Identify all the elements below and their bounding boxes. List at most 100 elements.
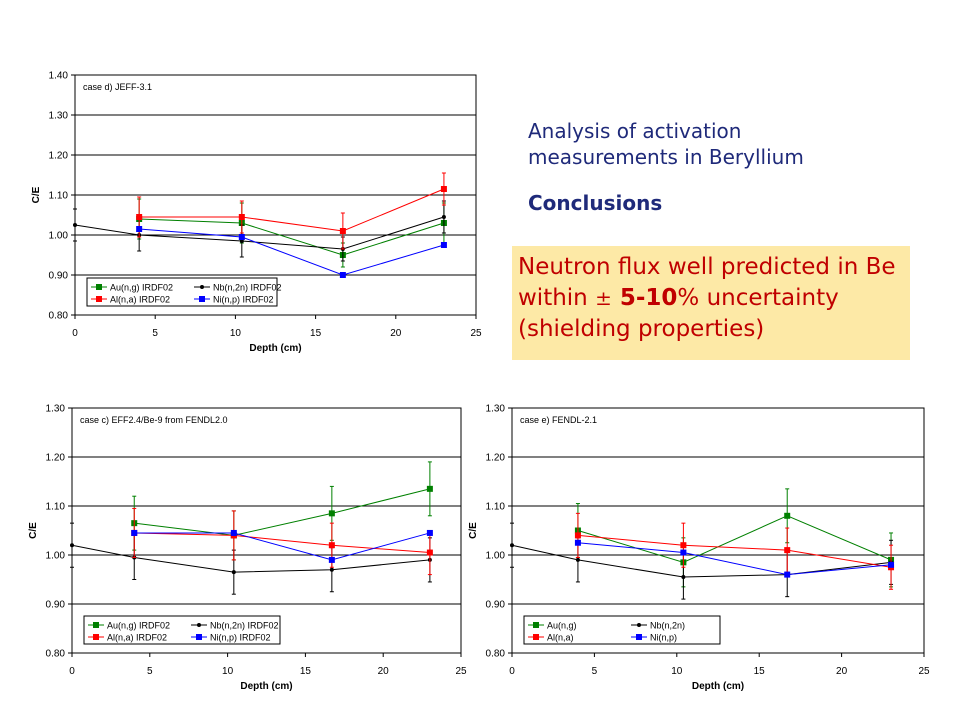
x-tick-label: 15 (300, 666, 312, 677)
legend-label: Al(n,a) IRDF02 (110, 295, 170, 305)
conclusion-line1: Neutron flux well predicted in Be (518, 254, 896, 280)
x-tick-label: 0 (509, 666, 515, 677)
data-point (426, 485, 433, 492)
y-tick-label: 1.20 (486, 453, 506, 464)
data-point (136, 214, 143, 220)
series-line (139, 188, 445, 232)
data-point (441, 215, 446, 219)
legend: Au(n,g) Nb(n,2n) Al(n,a) Ni(n,p) (523, 615, 721, 645)
x-tick-label: 5 (592, 666, 598, 677)
series-line (577, 542, 892, 576)
series-line (134, 488, 431, 536)
y-tick-label: 1.10 (486, 502, 506, 513)
legend-marker (93, 634, 99, 640)
x-tick-label: 20 (390, 328, 402, 339)
legend-label: Au(n,g) IRDF02 (107, 621, 170, 631)
legend-marker (200, 285, 204, 289)
series-line (139, 218, 445, 256)
data-point (784, 512, 791, 519)
data-point (73, 223, 77, 227)
data-point (574, 539, 581, 546)
data-point (230, 529, 237, 536)
legend-label: Ni(n,p) (650, 633, 677, 643)
x-tick-label: 5 (152, 328, 158, 339)
x-tick-label: 10 (230, 328, 242, 339)
plus-minus-symbol: ± (595, 286, 612, 310)
legend-box (523, 615, 721, 645)
series-line (577, 534, 892, 568)
y-tick-label: 1.30 (486, 404, 506, 415)
series-line (134, 532, 430, 554)
x-tick-label: 25 (470, 328, 482, 339)
y-tick-label: 1.20 (49, 151, 69, 162)
x-tick-label: 25 (455, 666, 467, 677)
y-tick-label: 1.10 (46, 502, 66, 513)
x-axis-label: Depth (cm) (249, 343, 301, 354)
data-point (440, 186, 447, 192)
chart-c: 0.80 0.90 1.00 1.10 1.20 1.30 0 5 10 15 20 25 Depth … (28, 404, 467, 693)
data-point (426, 549, 433, 556)
data-point (328, 542, 335, 549)
y-tick-label: 1.00 (46, 551, 66, 562)
series-line (139, 228, 445, 276)
data-point (784, 547, 791, 554)
x-tick-label: 5 (147, 666, 153, 677)
y-tick-label: 0.80 (46, 649, 66, 660)
data-point (238, 234, 245, 240)
legend-marker (533, 622, 539, 628)
y-tick-label: 0.80 (486, 649, 506, 660)
legend-label: Al(n,a) (547, 633, 574, 643)
legend-marker (197, 623, 201, 627)
conclusion-line2: within ± 5-10% uncertainty (518, 285, 839, 311)
data-point (339, 228, 346, 234)
data-point (575, 557, 580, 562)
y-tick-label: 1.20 (46, 453, 66, 464)
legend-label: Al(n,a) IRDF02 (107, 633, 167, 643)
legend-label: Ni(n,p) IRDF02 (213, 295, 274, 305)
data-point (328, 510, 335, 517)
legend-box (86, 277, 278, 307)
data-point (784, 571, 791, 578)
chart-title: case e) FENDL-2.1 (520, 415, 597, 425)
y-tick-label: 0.90 (486, 600, 506, 611)
legend-marker (533, 634, 539, 640)
conclusion-line3: (shielding properties) (518, 316, 765, 342)
x-axis-label: Depth (cm) (240, 681, 292, 692)
y-axis-label: C/E (468, 522, 479, 539)
legend-marker (636, 634, 642, 640)
y-axis-label: C/E (31, 186, 42, 203)
x-tick-label: 15 (310, 328, 322, 339)
conclusions-heading: Conclusions (528, 191, 663, 215)
conclusion-line2-suffix: % uncertainty (677, 285, 839, 311)
x-tick-label: 20 (836, 666, 848, 677)
x-tick-label: 25 (918, 666, 930, 677)
x-tick-label: 10 (222, 666, 234, 677)
y-tick-label: 0.90 (49, 271, 69, 282)
legend-marker (196, 634, 202, 640)
data-point (328, 556, 335, 563)
x-tick-label: 0 (72, 328, 78, 339)
data-point (574, 532, 581, 539)
data-point (680, 542, 687, 549)
chart-title: case c) EFF2.4/Be-9 from FENDL2.0 (80, 415, 228, 425)
x-axis-label: Depth (cm) (692, 681, 744, 692)
data-point (510, 543, 514, 548)
legend-marker (96, 296, 102, 302)
series-line (577, 515, 892, 563)
series-ni-n-p- (574, 539, 895, 578)
chart-d: 0.80 0.90 1.00 1.10 1.20 1.30 1.40 0 5 10 15 20 25 De… (31, 71, 482, 355)
legend: Au(n,g) IRDF02 Nb(n,2n) IRDF02 Al(n,a) IRD… (83, 615, 281, 645)
series-line (134, 532, 431, 561)
data-point (888, 561, 895, 568)
chart-title: case d) JEFF-3.1 (83, 82, 152, 92)
x-tick-label: 20 (378, 666, 390, 677)
conclusion-box: Neutron flux well predicted in Be within… (512, 246, 910, 360)
legend-label: Au(n,g) IRDF02 (110, 283, 173, 293)
legend-label: Ni(n,p) IRDF02 (210, 633, 271, 643)
legend-marker (637, 623, 641, 627)
legend-label: Nb(n,2n) IRDF02 (213, 283, 282, 293)
x-tick-label: 10 (671, 666, 683, 677)
data-point (231, 570, 236, 575)
legend-box (83, 615, 281, 645)
